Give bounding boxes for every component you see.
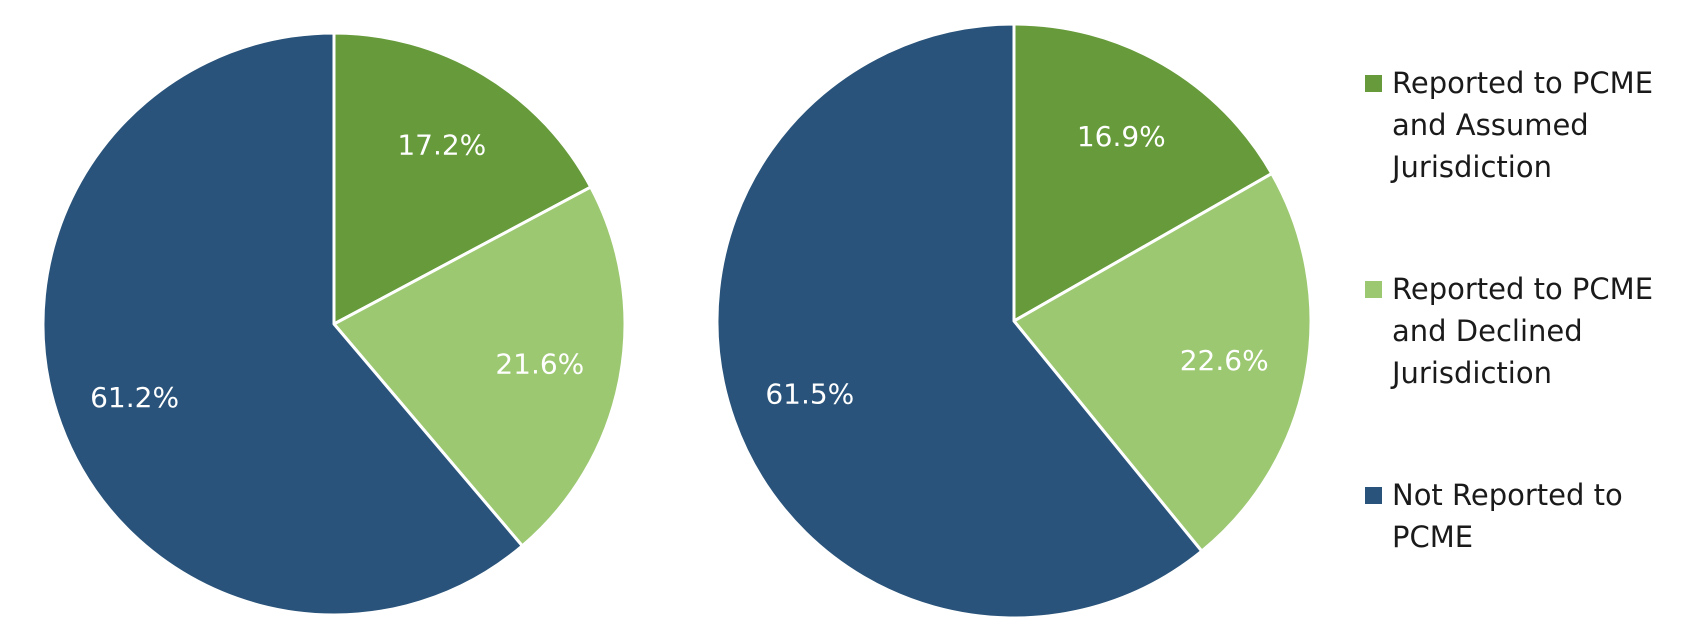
pie-0-slice-assumed — [332, 31, 593, 326]
pie-chart-left: 17.2% 21.6% 61.2% — [41, 31, 627, 617]
legend-swatch-assumed — [1365, 75, 1382, 92]
legend-label-assumed: Reported to PCME and Assumed Jurisdictio… — [1392, 66, 1654, 184]
pie-0-label-assumed: 17.2% — [397, 128, 486, 161]
pie-1-slice-not-reported — [715, 22, 1204, 620]
legend-item-not-reported: Not Reported to PCME — [1365, 474, 1682, 558]
legend-item-assumed: Reported to PCME and Assumed Jurisdictio… — [1365, 62, 1682, 188]
pie-1-label-declined: 22.6% — [1180, 344, 1269, 377]
pie-0-slice-not-reported — [41, 31, 524, 617]
pie-1-slice-declined — [1012, 172, 1313, 553]
pie-0-label-not-reported: 61.2% — [90, 381, 179, 414]
legend-label-declined: Reported to PCME and Declined Jurisdicti… — [1392, 272, 1654, 390]
pie-1-slice-assumed — [1012, 22, 1274, 323]
pie-1-label-not-reported: 61.5% — [765, 378, 854, 411]
legend-item-declined: Reported to PCME and Declined Jurisdicti… — [1365, 268, 1682, 394]
legend-label-not-reported: Not Reported to PCME — [1392, 478, 1623, 554]
pie-0-slice-declined — [332, 185, 627, 548]
legend-swatch-declined — [1365, 281, 1382, 298]
legend-swatch-not-reported — [1365, 487, 1382, 504]
pie-0-label-declined: 21.6% — [495, 347, 584, 380]
pie-chart-right: 16.9% 22.6% 61.5% — [715, 22, 1313, 620]
pie-1-label-assumed: 16.9% — [1077, 120, 1166, 153]
